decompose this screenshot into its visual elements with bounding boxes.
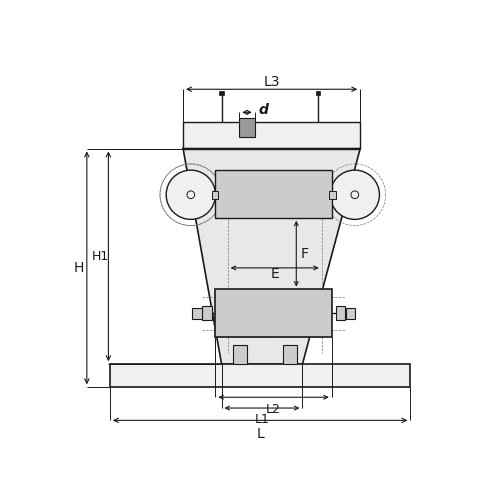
Bar	[110, 364, 410, 388]
Bar	[330, 191, 336, 198]
Text: L: L	[256, 428, 264, 442]
Bar	[216, 170, 332, 218]
Text: L2: L2	[266, 402, 281, 415]
Bar	[183, 122, 360, 148]
Circle shape	[187, 191, 194, 198]
Polygon shape	[183, 148, 360, 364]
Text: E: E	[270, 267, 279, 281]
Circle shape	[166, 170, 216, 220]
Text: D: D	[258, 306, 270, 320]
Bar	[346, 308, 355, 318]
Bar	[240, 118, 254, 137]
Bar	[316, 91, 320, 94]
Bar	[336, 306, 345, 320]
Text: F: F	[300, 246, 308, 260]
Bar	[216, 290, 332, 337]
Bar	[202, 306, 211, 320]
Bar	[220, 91, 224, 94]
Bar	[233, 345, 247, 364]
Bar	[212, 191, 218, 198]
Circle shape	[351, 191, 358, 198]
Text: d: d	[258, 103, 268, 117]
Bar	[192, 308, 202, 318]
Text: L3: L3	[264, 76, 280, 90]
Bar	[283, 345, 297, 364]
Circle shape	[330, 170, 380, 220]
Text: L1: L1	[254, 414, 270, 426]
Text: H: H	[74, 261, 85, 275]
Text: H1: H1	[92, 250, 110, 263]
